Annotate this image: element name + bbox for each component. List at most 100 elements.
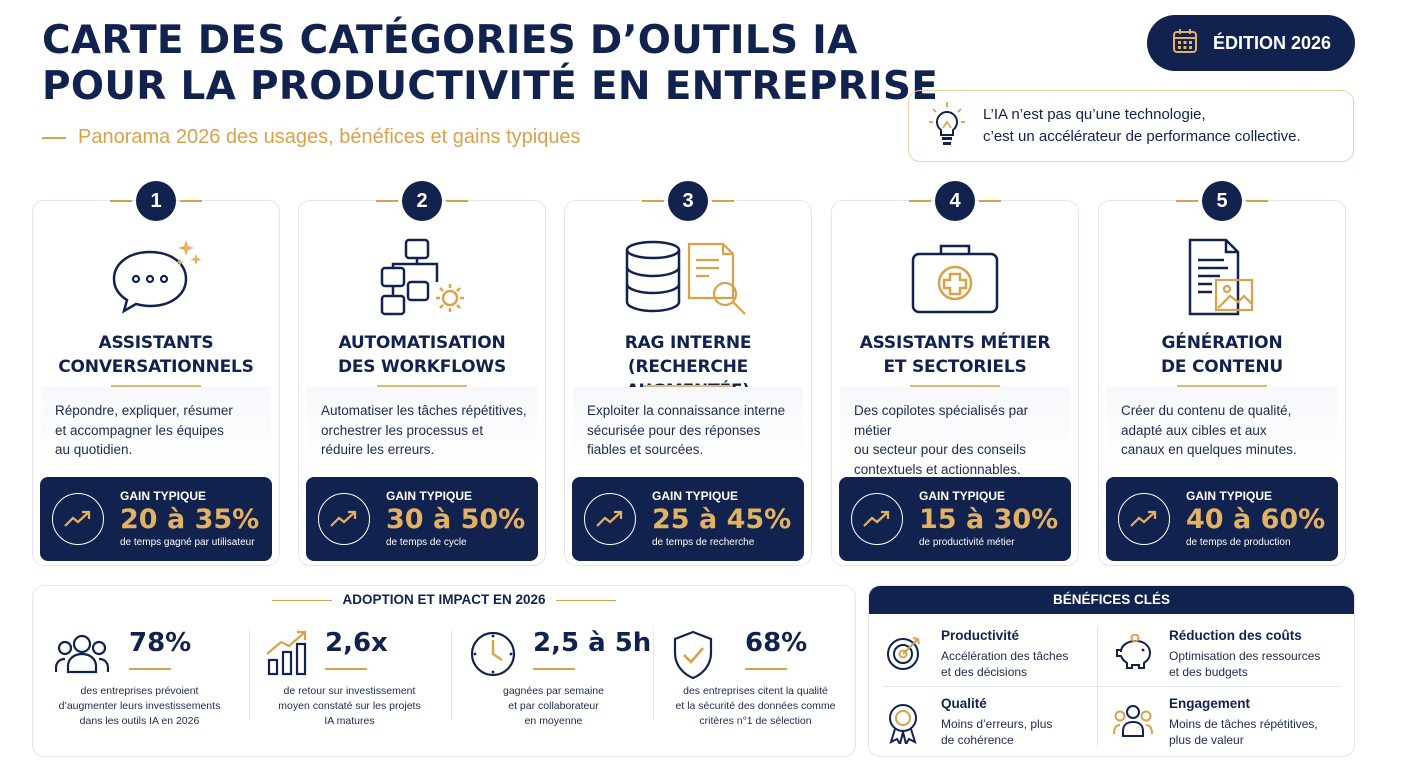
benefit-description: Moins de tâches répétitives, plus de vale…	[1169, 716, 1318, 748]
category-card-4: 4 ASSISTANTS MÉTIER ET SECTORIELS Des cop…	[831, 181, 1079, 566]
benefit-item: Qualité Moins d’erreurs, plus de cohérenc…	[869, 690, 1099, 752]
stat-value: 68%	[745, 628, 808, 658]
edition-label: ÉDITION 2026	[1212, 32, 1332, 53]
stat-line-3: critères n°1 de sélection	[699, 715, 812, 727]
stat-line-2: d’augmenter leurs investissements	[58, 700, 221, 712]
title-line-1: CARTE DES CATÉGORIES D’OUTILS IA	[42, 18, 858, 63]
document-image-icon	[1099, 233, 1345, 323]
benefit-title: Réduction des coûts	[1169, 628, 1302, 643]
gain-box: GAIN TYPIQUE 40 à 60% de temps de producti…	[1106, 477, 1338, 561]
stat-underline	[325, 668, 367, 670]
trend-up-icon	[1118, 493, 1170, 545]
gain-label: GAIN TYPIQUE	[652, 489, 739, 503]
clock-icon	[469, 630, 517, 683]
gain-box: GAIN TYPIQUE 25 à 45% de temps de recherch…	[572, 477, 804, 561]
team-icon	[1113, 702, 1153, 743]
benefit-description: Moins d’erreurs, plus de cohérence	[941, 716, 1052, 748]
gain-value: 20 à 35%	[120, 504, 260, 535]
desc-line-2: ou secteur pour des conseils	[854, 442, 1026, 457]
divider	[451, 630, 452, 720]
benefit-line-2: et des décisions	[941, 665, 1028, 679]
card-title-line-1: RAG INTERNE	[624, 333, 752, 353]
page-title: CARTE DES CATÉGORIES D’OUTILS IA POUR LA…	[42, 18, 938, 110]
card-title: GÉNÉRATION DE CONTENU	[1099, 331, 1345, 379]
stat-line-3: IA matures	[324, 715, 375, 727]
benefit-item: Réduction des coûts Optimisation des res…	[1097, 622, 1327, 684]
card-title-line-1: ASSISTANTS MÉTIER	[859, 333, 1051, 353]
gain-label: GAIN TYPIQUE	[120, 489, 207, 503]
stat-line-2: moyen constaté sur les projets	[278, 700, 421, 712]
desc-line-1: Exploiter la connaissance interne	[587, 403, 786, 418]
stat-line-1: des entreprises prévoient	[80, 685, 199, 697]
stat-description: gagnées par semaine et par collaborateur e…	[451, 684, 656, 729]
card-title-line-2: DES WORKFLOWS	[337, 357, 507, 377]
stat-line-1: des entreprises citent la qualité	[683, 685, 828, 697]
card-description: Des copilotes spécialisés par métier ou s…	[840, 387, 1070, 477]
adoption-heading: ADOPTION ET IMPACT EN 2026	[33, 592, 855, 607]
category-card-5: 5 GÉNÉRATION DE CONTENU Créer du contenu …	[1098, 181, 1346, 566]
workflow-icon	[299, 233, 545, 323]
adoption-heading-text: ADOPTION ET IMPACT EN 2026	[342, 592, 546, 607]
benefit-line-1: Moins de tâches répétitives,	[1169, 717, 1318, 731]
card-description: Répondre, expliquer, résumer et accompagn…	[41, 387, 271, 471]
gain-subtext: de temps de cycle	[386, 537, 467, 548]
card-number: 1	[110, 181, 202, 221]
stat-line-2: et la sécurité des données comme	[675, 700, 836, 712]
card-title-line-2: DE CONTENU	[1160, 357, 1284, 377]
title-underline	[910, 385, 1000, 387]
quote-box: L’IA n’est pas qu’une technologie, c’est…	[908, 90, 1354, 162]
chat-bubble-icon	[33, 233, 279, 323]
card-number: 2	[376, 181, 468, 221]
category-card-2: 2 AUTOMATISATION DES WORKFLOWS Automatise…	[298, 181, 546, 566]
target-icon	[885, 634, 923, 677]
desc-line-3: au quotidien.	[55, 442, 133, 457]
database-search-icon	[565, 233, 811, 323]
subtitle-text: Panorama 2026 des usages, bénéfices et g…	[78, 126, 581, 148]
desc-line-2: orchestrer les processus et	[321, 422, 484, 438]
stat-line-1: de retour sur investissement	[283, 685, 416, 697]
stat-item: 2,6x de retour sur investissement moyen c…	[247, 622, 452, 752]
stat-item: 78% des entreprises prévoient d’augmenter…	[37, 622, 242, 752]
desc-line-3: contextuels et actionnables.	[854, 461, 1021, 477]
divider	[653, 630, 654, 720]
gain-box: GAIN TYPIQUE 15 à 30% de productivité méti…	[839, 477, 1071, 561]
trend-up-icon	[52, 493, 104, 545]
piggy-bank-icon	[1113, 633, 1153, 677]
stat-underline	[129, 668, 171, 670]
title-line-2: POUR LA PRODUCTIVITÉ EN ENTREPRISE	[42, 64, 939, 109]
benefit-line-1: Optimisation des ressources	[1169, 649, 1321, 663]
stat-item: 2,5 à 5h gagnées par semaine et par colla…	[451, 622, 656, 752]
stat-item: 68% des entreprises citent la qualité et …	[653, 622, 858, 752]
gain-value: 15 à 30%	[919, 504, 1059, 535]
card-number: 4	[909, 181, 1001, 221]
benefit-line-2: plus de valeur	[1169, 733, 1244, 747]
gain-label: GAIN TYPIQUE	[919, 489, 1006, 503]
gain-label: GAIN TYPIQUE	[386, 489, 473, 503]
gain-subtext: de temps de production	[1186, 537, 1291, 548]
gain-label: GAIN TYPIQUE	[1186, 489, 1273, 503]
stat-underline	[533, 668, 575, 670]
trend-up-icon	[318, 493, 370, 545]
stat-value: 2,6x	[325, 628, 388, 658]
benefit-description: Accélération des tâches et des décisions	[941, 648, 1068, 680]
card-title-line-1: ASSISTANTS	[98, 333, 214, 353]
gain-subtext: de temps de recherche	[652, 537, 755, 548]
card-title: ASSISTANTS CONVERSATIONNELS	[33, 331, 279, 379]
trend-up-icon	[584, 493, 636, 545]
desc-line-1: Des copilotes spécialisés par métier	[854, 403, 1029, 438]
benefit-title: Qualité	[941, 696, 987, 711]
card-title-line-2: ET SECTORIELS	[883, 357, 1027, 377]
card-description: Automatiser les tâches répétitives, orche…	[307, 387, 537, 471]
benefit-description: Optimisation des ressources et des budget…	[1169, 648, 1320, 680]
people-icon	[54, 630, 110, 681]
stat-value: 2,5 à 5h	[533, 628, 652, 658]
title-underline	[1177, 385, 1267, 387]
medal-icon	[885, 702, 921, 749]
gain-value: 40 à 60%	[1186, 504, 1326, 535]
benefits-heading: BÉNÉFICES CLÉS	[869, 586, 1354, 614]
lightbulb-icon	[929, 100, 965, 153]
gain-value: 30 à 50%	[386, 504, 526, 535]
adoption-panel: ADOPTION ET IMPACT EN 2026 78% des entre…	[32, 585, 856, 757]
benefits-panel: BÉNÉFICES CLÉS Productivité Accélération…	[868, 585, 1355, 757]
card-title: AUTOMATISATION DES WORKFLOWS	[299, 331, 545, 379]
